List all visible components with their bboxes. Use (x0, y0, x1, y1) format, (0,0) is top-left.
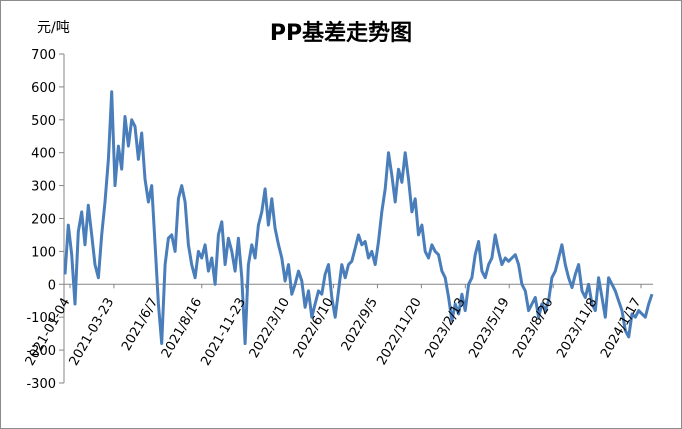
y-tick-label: 700 (31, 48, 56, 63)
x-tick-label: 2021/6/7 (119, 296, 161, 354)
y-tick-label: 300 (31, 180, 56, 195)
x-tick-label: 2023/11/8 (554, 296, 600, 361)
y-tick-label: 100 (31, 245, 56, 260)
x-tick-label: 2023/2/13 (422, 296, 468, 361)
y-tick-label: -100 (26, 311, 56, 326)
y-tick-label: -300 (26, 377, 56, 392)
x-tick-label: 2021-11-23 (198, 296, 249, 369)
x-tick-label: 2023/5/19 (466, 296, 512, 361)
y-tick-label: 200 (31, 213, 56, 228)
y-tick-label: 400 (31, 147, 56, 162)
y-tick-label: -200 (26, 344, 56, 359)
series-line (63, 90, 654, 345)
x-tick-label: 2022/11/20 (374, 296, 424, 368)
x-tick-label: 2021/8/16 (159, 296, 205, 361)
chart-title: PP基差走势图 (269, 21, 413, 46)
x-tick-label: 2021-03-23 (67, 296, 118, 369)
y-tick-label: 500 (31, 114, 56, 129)
x-tick-label: 2022/9/5 (339, 296, 381, 354)
y-tick-label: 0 (48, 278, 56, 293)
x-tick-label: 2022/3/10 (247, 296, 293, 361)
y-tick-label: 600 (31, 81, 56, 96)
x-tick-label: 2023/8/20 (510, 296, 556, 361)
y-unit-label: 元/吨 (37, 20, 70, 36)
